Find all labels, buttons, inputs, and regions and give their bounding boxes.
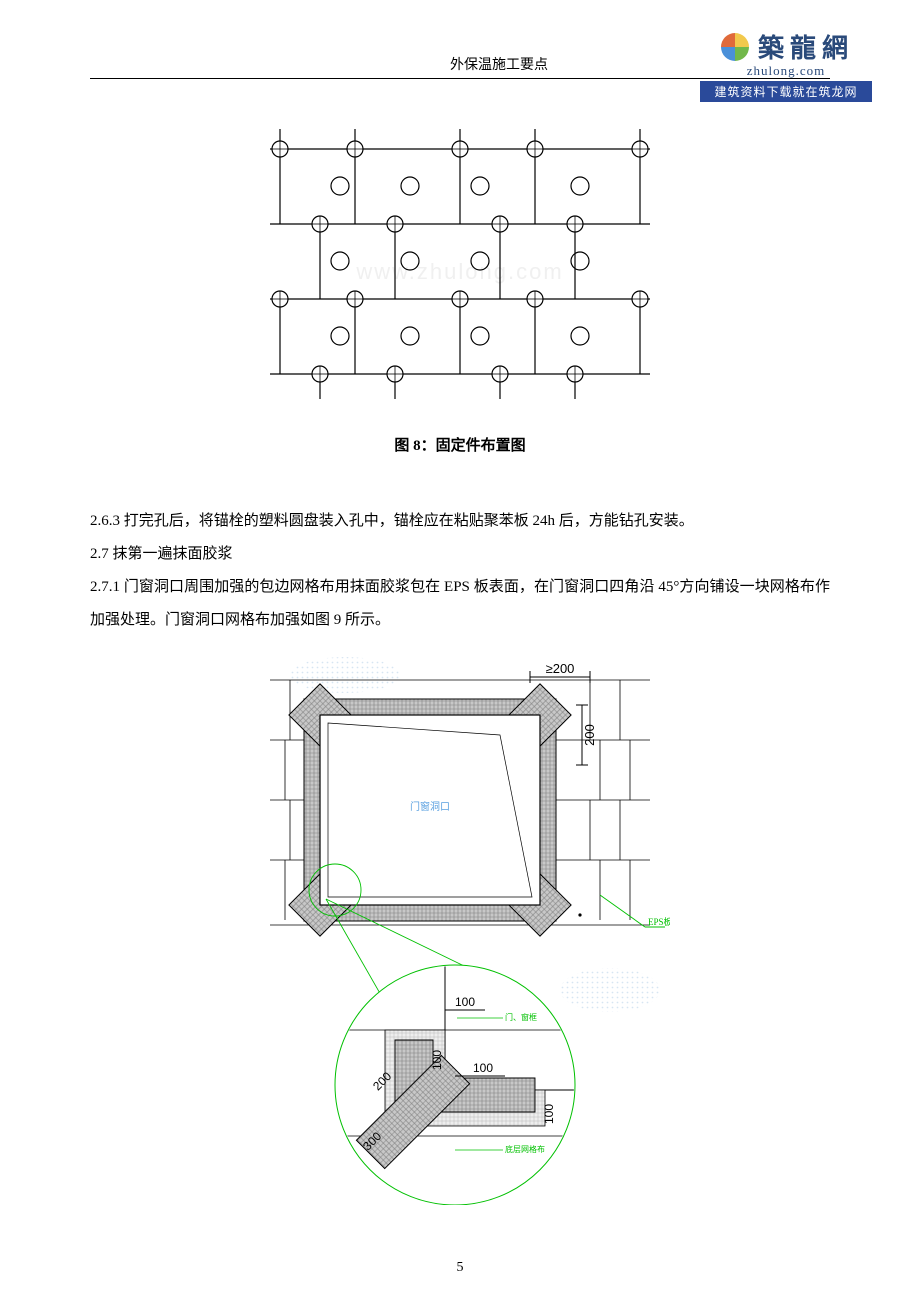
paragraph-2-7: 2.7 抹第一遍抹面胶浆 [90, 538, 830, 571]
svg-text:EPS板: EPS板 [648, 916, 670, 927]
paragraph-2-6-3: 2.6.3 打完孔后，将锚栓的塑料圆盘装入孔中，锚栓应在粘贴聚苯板 24h 后，… [90, 505, 830, 538]
svg-text:100: 100 [430, 1050, 444, 1070]
svg-text:门、窗框: 门、窗框 [505, 1012, 537, 1022]
figure-8: www.zhulong.com [90, 129, 830, 404]
svg-text:100: 100 [542, 1104, 556, 1124]
svg-text:底层网格布: 底层网格布 [505, 1144, 545, 1154]
figure-8-caption: 图 8：固定件布置图 [90, 434, 830, 455]
figure-9: 门窗洞口≥200200EPS板100100100100200300门、窗框底层网… [90, 645, 830, 1210]
svg-text:≥200: ≥200 [546, 661, 575, 676]
body-text: 2.6.3 打完孔后，将锚栓的塑料圆盘装入孔中，锚栓应在粘贴聚苯板 24h 后，… [90, 505, 830, 637]
header-title: 外保温施工要点 [450, 54, 548, 74]
watermark-text: www.zhulong.com [355, 259, 563, 284]
page-number: 5 [457, 1260, 464, 1276]
paragraph-2-7-1: 2.7.1 门窗洞口周围加强的包边网格布用抹面胶浆包在 EPS 板表面，在门窗洞… [90, 571, 830, 637]
svg-text:100: 100 [455, 995, 475, 1009]
header-rule: 外保温施工要点 [90, 50, 830, 79]
svg-text:100: 100 [473, 1061, 493, 1075]
opening-reinforcement-diagram: 门窗洞口≥200200EPS板100100100100200300门、窗框底层网… [250, 645, 670, 1205]
logo-banner: 建筑资料下载就在筑龙网 [700, 81, 872, 102]
anchor-layout-diagram: www.zhulong.com [270, 129, 650, 399]
document-page: 築龍網 zhulong.com 建筑资料下载就在筑龙网 外保温施工要点 www.… [0, 0, 920, 1302]
svg-text:200: 200 [582, 724, 597, 746]
svg-text:门窗洞口: 门窗洞口 [410, 800, 450, 813]
